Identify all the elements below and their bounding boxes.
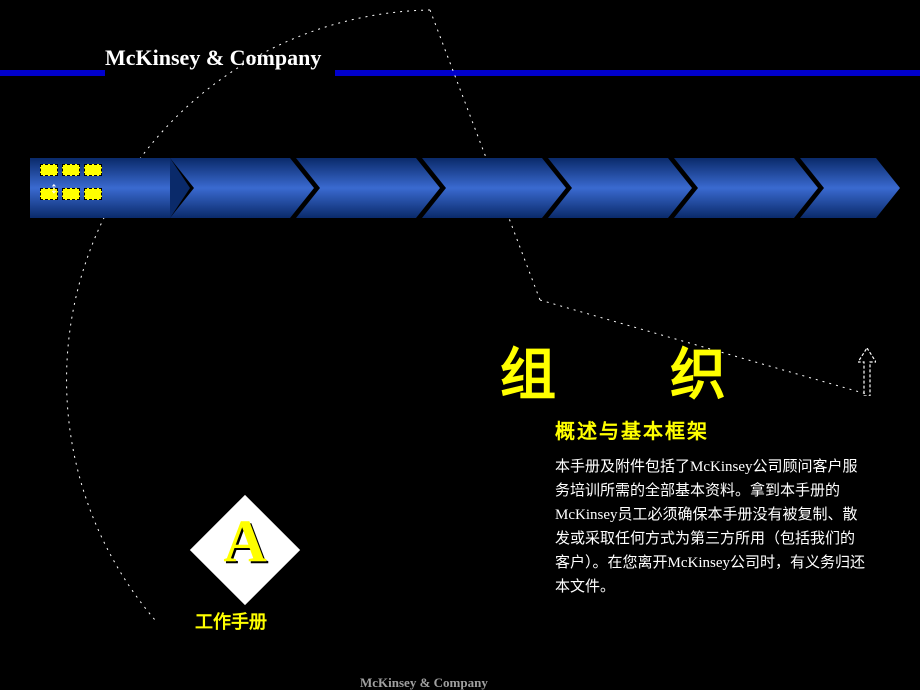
chevron-row [30, 158, 900, 218]
subtitle: 概述与基本框架 [555, 415, 709, 444]
process-band: ↕ [30, 158, 900, 218]
chevron-5 [548, 158, 692, 218]
main-title: 组 织 [500, 330, 860, 411]
chevron-6 [674, 158, 818, 218]
diamond-label: 工作手册 [195, 608, 267, 634]
header-rule [0, 70, 920, 78]
chevron-3 [296, 158, 440, 218]
chevron-4 [422, 158, 566, 218]
diamond-badge: A [190, 495, 300, 605]
body-text: 本手册及附件包括了McKinsey公司顾问客户服务培训所需的全部基本资料。拿到本… [555, 455, 865, 599]
footer-logo: McKinsey & Company [360, 675, 488, 690]
chevron-2 [170, 158, 314, 218]
diamond-letter: A [190, 507, 300, 576]
header-logo: McKinsey & Company [105, 45, 321, 71]
up-arrow-icon [858, 348, 876, 396]
